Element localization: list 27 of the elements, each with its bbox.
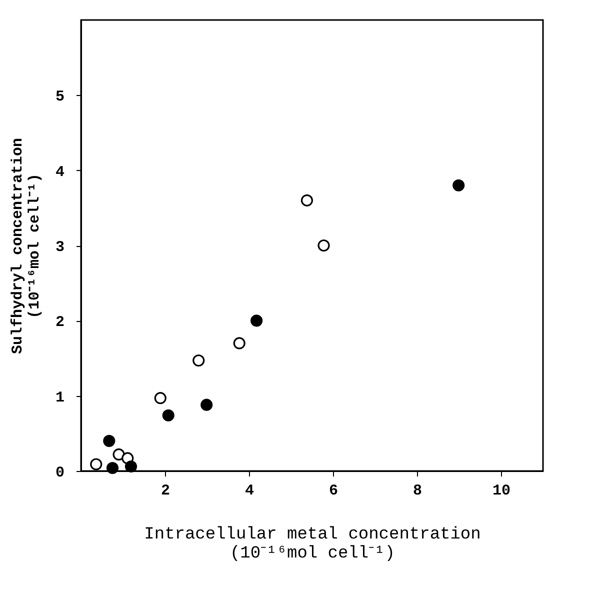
point	[318, 239, 330, 252]
point	[452, 179, 465, 192]
point	[192, 354, 205, 367]
y-tick-label: 4	[55, 164, 64, 181]
point	[124, 460, 138, 473]
x-tick-label: 8	[412, 482, 422, 500]
y-tick-label: 5	[55, 88, 64, 106]
point	[250, 314, 263, 327]
point	[200, 398, 213, 411]
point	[233, 337, 246, 350]
point	[154, 392, 166, 404]
point	[103, 434, 116, 447]
y-tick-label: 1	[55, 389, 64, 406]
x-tick-label: 6	[328, 482, 338, 500]
y-tick-label: 3	[55, 239, 64, 256]
point	[90, 458, 102, 470]
x-tick-label: 4	[244, 482, 254, 500]
y-tick-label: 0	[55, 464, 64, 482]
point	[162, 409, 174, 422]
y-axis-title: Sulfhydryl concentration (10⁻¹⁶mol cell⁻¹)	[10, 138, 44, 354]
x-tick-label: 2	[160, 482, 170, 500]
point	[300, 194, 314, 206]
y-tick-label: 2	[55, 314, 64, 332]
point	[112, 448, 125, 460]
point	[106, 462, 119, 474]
x-axis-title: Intracellular metal concentration (10⁻¹⁶mol cell⁻¹)	[144, 526, 481, 564]
x-tick-label: 10	[492, 482, 511, 500]
